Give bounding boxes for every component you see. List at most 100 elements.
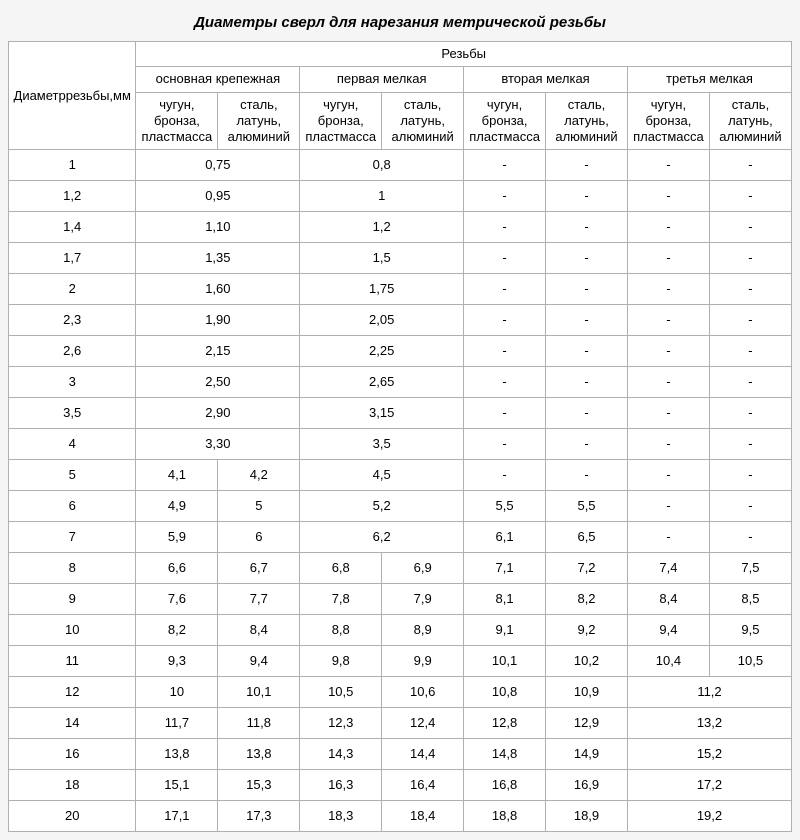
value-cell: 2,05 <box>300 305 464 336</box>
value-cell: 12,4 <box>382 708 464 739</box>
value-cell: 0,95 <box>136 181 300 212</box>
thread-diameter-cell: 8 <box>9 553 136 584</box>
thread-diameter-cell: 4 <box>9 429 136 460</box>
value-cell: 1,2 <box>300 212 464 243</box>
value-cell: - <box>627 398 709 429</box>
value-cell: 8,8 <box>300 615 382 646</box>
value-cell: 1,90 <box>136 305 300 336</box>
value-cell: - <box>709 398 791 429</box>
value-cell: 10,5 <box>300 677 382 708</box>
value-cell: 12,8 <box>464 708 546 739</box>
value-cell: - <box>709 150 791 181</box>
value-cell: - <box>627 429 709 460</box>
head-threads: Резьбы <box>136 42 792 67</box>
value-cell: 16,8 <box>464 770 546 801</box>
value-cell: - <box>546 274 628 305</box>
value-cell: 10,1 <box>218 677 300 708</box>
value-cell: 9,4 <box>218 646 300 677</box>
table-row: 1815,115,316,316,416,816,917,2 <box>9 770 792 801</box>
table-head: Диаметррезьбы,мм Резьбы основная крепежн… <box>9 42 792 150</box>
value-cell: 0,8 <box>300 150 464 181</box>
value-cell: - <box>709 243 791 274</box>
value-cell: 5,2 <box>300 491 464 522</box>
head-mat1: чугун, бронза, пластмасса <box>300 92 382 150</box>
head-mat1: чугун, бронза, пластмасса <box>464 92 546 150</box>
table-row: 119,39,49,89,910,110,210,410,5 <box>9 646 792 677</box>
value-cell: 3,15 <box>300 398 464 429</box>
value-cell: - <box>546 243 628 274</box>
value-cell: 14,4 <box>382 739 464 770</box>
value-cell: - <box>709 522 791 553</box>
value-cell: - <box>464 460 546 491</box>
value-cell: 11,7 <box>136 708 218 739</box>
value-cell: - <box>709 367 791 398</box>
head-mat2: сталь, латунь, алюминий <box>709 92 791 150</box>
value-cell: - <box>627 491 709 522</box>
value-cell: - <box>709 460 791 491</box>
value-cell: - <box>709 305 791 336</box>
head-mat1: чугун, бронза, пластмасса <box>627 92 709 150</box>
value-cell: - <box>627 243 709 274</box>
value-cell: 9,5 <box>709 615 791 646</box>
value-cell: 18,3 <box>300 801 382 832</box>
thread-diameter-cell: 5 <box>9 460 136 491</box>
head-group-3: третья мелкая <box>627 67 791 92</box>
value-cell: - <box>464 367 546 398</box>
value-cell: - <box>709 212 791 243</box>
value-cell: 15,3 <box>218 770 300 801</box>
value-cell: - <box>709 274 791 305</box>
value-cell: 2,90 <box>136 398 300 429</box>
value-cell: 7,1 <box>464 553 546 584</box>
thread-diameter-cell: 7 <box>9 522 136 553</box>
value-cell: - <box>464 429 546 460</box>
value-cell: 6,9 <box>382 553 464 584</box>
value-cell: - <box>546 305 628 336</box>
value-cell: - <box>464 181 546 212</box>
value-cell: 7,5 <box>709 553 791 584</box>
value-cell: 10,9 <box>546 677 628 708</box>
value-cell: 18,8 <box>464 801 546 832</box>
value-cell: 8,5 <box>709 584 791 615</box>
value-cell: 9,4 <box>627 615 709 646</box>
table-row: 64,955,25,55,5-- <box>9 491 792 522</box>
head-mat2: сталь, латунь, алюминий <box>546 92 628 150</box>
value-cell: 10,8 <box>464 677 546 708</box>
value-cell: - <box>627 460 709 491</box>
value-cell: 3,30 <box>136 429 300 460</box>
table-row: 54,14,24,5---- <box>9 460 792 491</box>
value-cell: - <box>546 150 628 181</box>
value-cell: - <box>546 181 628 212</box>
head-mat2: сталь, латунь, алюминий <box>382 92 464 150</box>
thread-diameter-cell: 3,5 <box>9 398 136 429</box>
value-cell: - <box>546 398 628 429</box>
head-group-2: вторая мелкая <box>464 67 628 92</box>
table-row: 97,67,77,87,98,18,28,48,5 <box>9 584 792 615</box>
head-mat2: сталь, латунь, алюминий <box>218 92 300 150</box>
thread-diameter-cell: 16 <box>9 739 136 770</box>
thread-diameter-cell: 3 <box>9 367 136 398</box>
head-thread-dia: Диаметррезьбы,мм <box>9 42 136 150</box>
value-cell: 4,1 <box>136 460 218 491</box>
value-cell: 19,2 <box>627 801 791 832</box>
table-row: 2017,117,318,318,418,818,919,2 <box>9 801 792 832</box>
value-cell: - <box>709 429 791 460</box>
value-cell: - <box>627 336 709 367</box>
value-cell: 10,5 <box>709 646 791 677</box>
value-cell: 4,2 <box>218 460 300 491</box>
value-cell: 8,9 <box>382 615 464 646</box>
value-cell: - <box>627 274 709 305</box>
value-cell: 7,8 <box>300 584 382 615</box>
value-cell: 9,8 <box>300 646 382 677</box>
value-cell: 12,9 <box>546 708 628 739</box>
value-cell: 17,1 <box>136 801 218 832</box>
value-cell: 1,35 <box>136 243 300 274</box>
value-cell: 9,2 <box>546 615 628 646</box>
value-cell: 13,2 <box>627 708 791 739</box>
value-cell: - <box>627 522 709 553</box>
value-cell: 18,4 <box>382 801 464 832</box>
value-cell: - <box>464 305 546 336</box>
value-cell: 5 <box>218 491 300 522</box>
thread-diameter-cell: 18 <box>9 770 136 801</box>
value-cell: 7,2 <box>546 553 628 584</box>
value-cell: - <box>464 150 546 181</box>
